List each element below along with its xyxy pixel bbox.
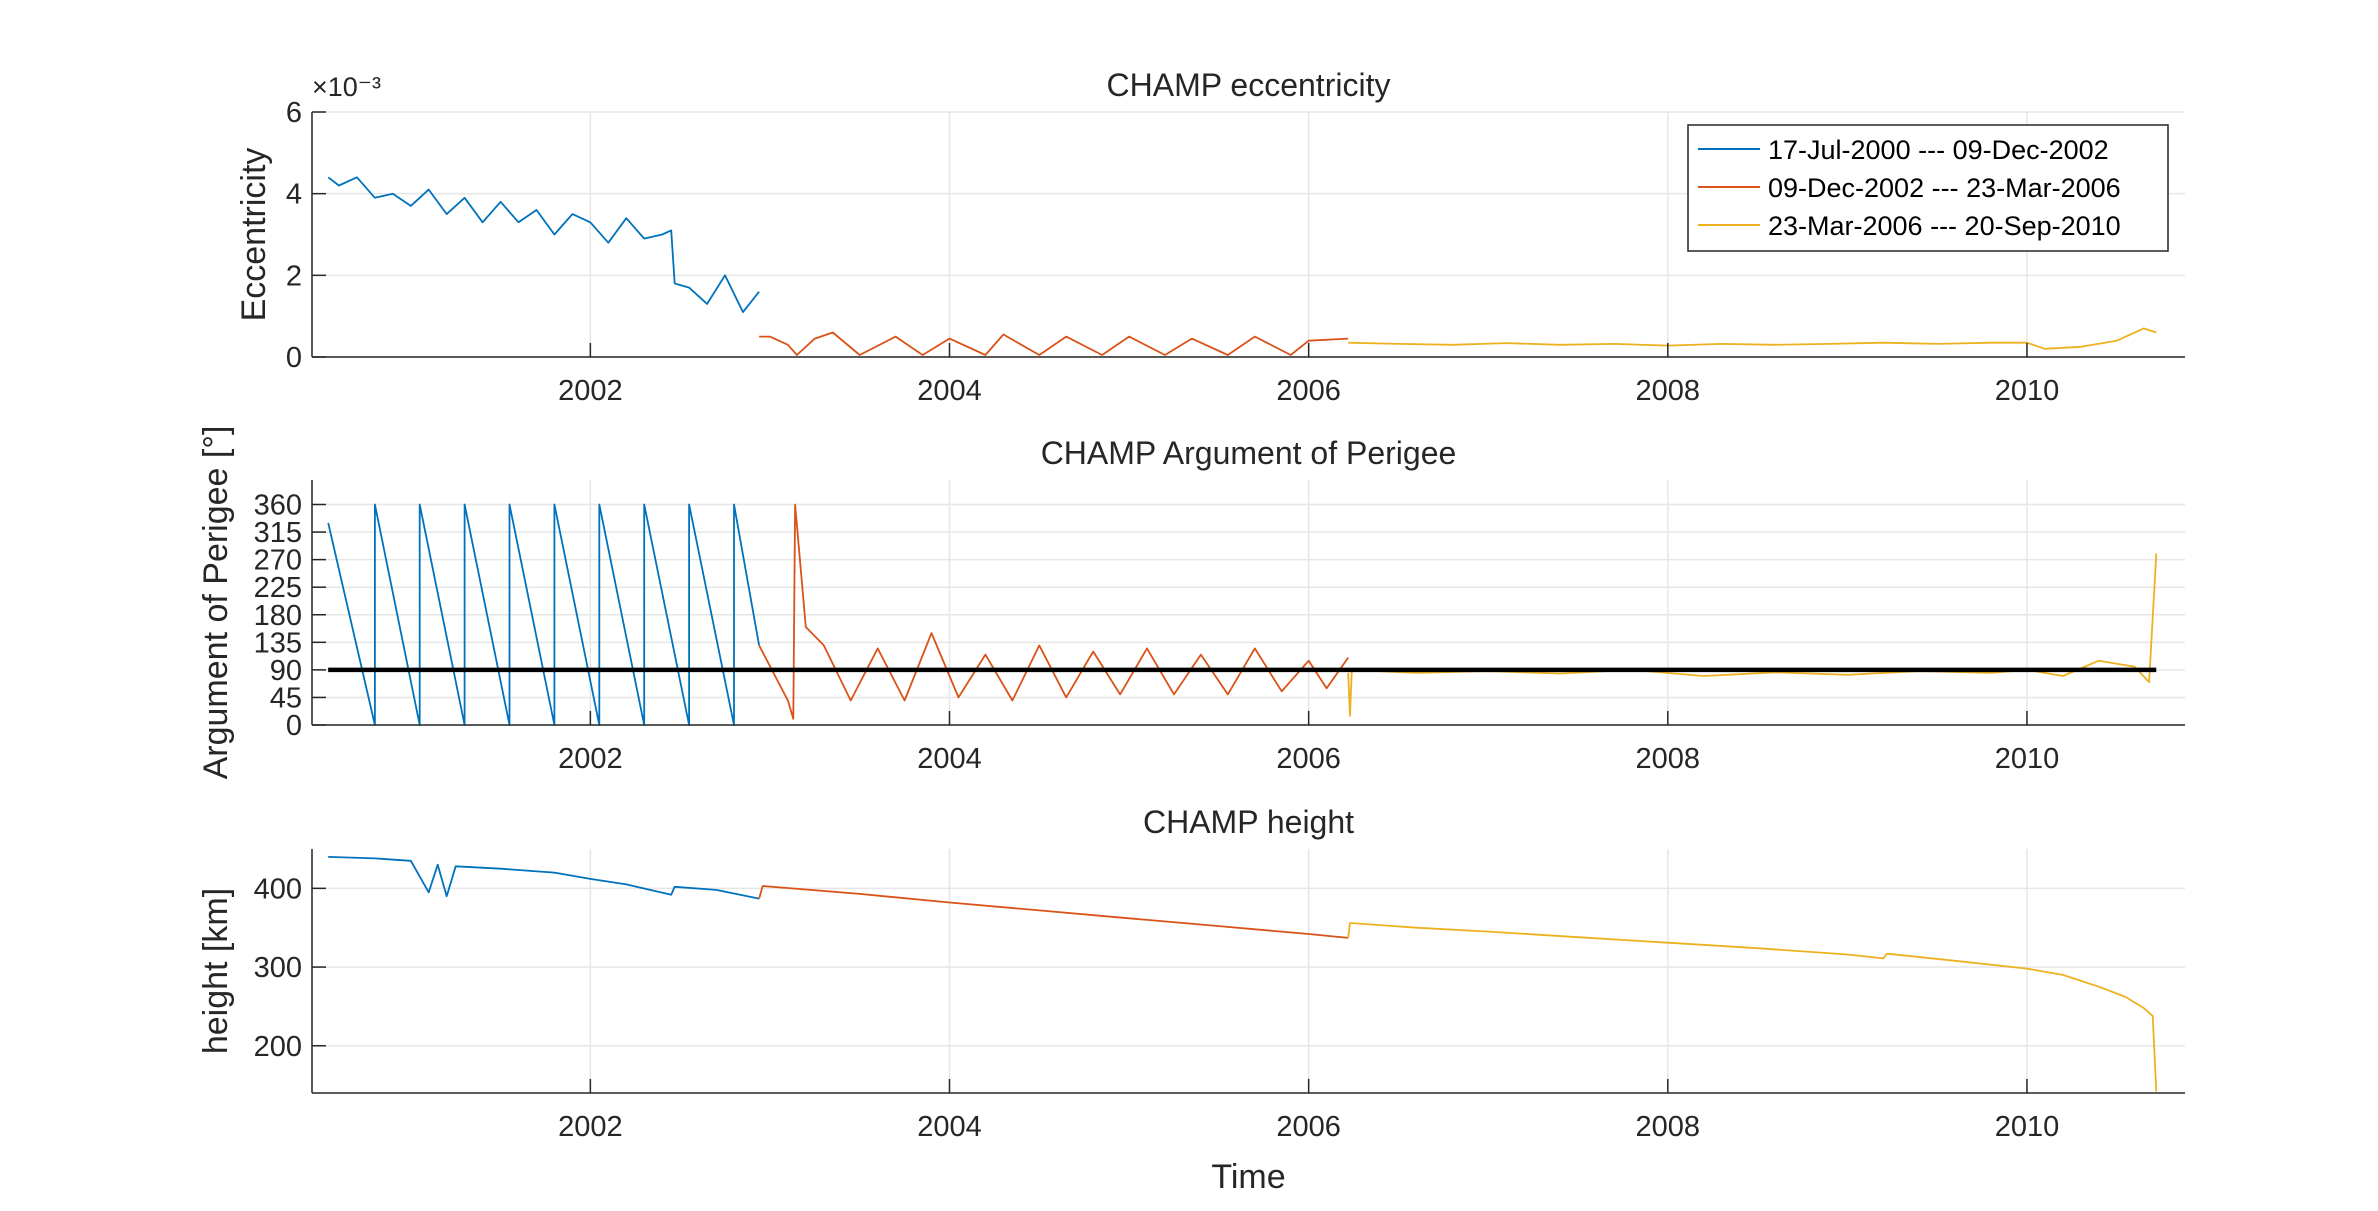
legend: 17-Jul-2000 --- 09-Dec-2002 09-Dec-2002 -… — [1687, 124, 2169, 252]
x-tick-label: 2008 — [1636, 375, 1701, 407]
series-line-3 — [1348, 327, 2157, 350]
plot-area — [312, 480, 2185, 725]
plot-area — [312, 849, 2185, 1093]
y-tick-label: 180 — [254, 600, 302, 632]
y-tick-label: 300 — [254, 952, 302, 984]
legend-label-3: 23-Mar-2006 --- 20-Sep-2010 — [1768, 211, 2121, 241]
y-tick-label: 315 — [254, 517, 302, 549]
x-tick-label: 2002 — [558, 375, 623, 407]
y-tick-label: 90 — [270, 655, 302, 687]
y-axis-label: Argument of Perigee [°] — [197, 426, 235, 780]
x-tick-label: 2006 — [1276, 375, 1341, 407]
x-tick-label: 2002 — [558, 1111, 623, 1143]
series-line-2 — [759, 331, 1349, 356]
y-tick-label: 400 — [254, 873, 302, 905]
y-tick-label: 4 — [286, 179, 302, 211]
series-line-1 — [327, 503, 760, 726]
legend-box — [1687, 124, 2169, 252]
x-tick-label: 2010 — [1995, 1111, 2060, 1143]
y-exponent-label: ×10⁻³ — [312, 72, 381, 102]
y-tick-label: 135 — [254, 627, 302, 659]
series-line-1 — [327, 176, 760, 314]
x-tick-label: 2004 — [917, 743, 982, 775]
legend-label-2: 09-Dec-2002 --- 23-Mar-2006 — [1768, 173, 2121, 203]
chart-title: CHAMP height — [1143, 804, 1354, 840]
series-line-2 — [758, 885, 1349, 939]
y-tick-label: 200 — [254, 1031, 302, 1063]
x-tick-label: 2010 — [1995, 743, 2060, 775]
y-tick-label: 0 — [286, 342, 302, 374]
x-tick-label: 2006 — [1276, 743, 1341, 775]
x-axis-label: Time — [1211, 1158, 1285, 1196]
x-tick-label: 2004 — [917, 1111, 982, 1143]
x-tick-label: 2008 — [1636, 1111, 1701, 1143]
x-tick-label: 2006 — [1276, 1111, 1341, 1143]
x-tick-label: 2004 — [917, 375, 982, 407]
x-tick-label: 2010 — [1995, 375, 2060, 407]
y-axis-label: Eccentricity — [235, 148, 273, 322]
y-tick-label: 270 — [254, 545, 302, 577]
y-tick-label: 225 — [254, 572, 302, 604]
x-tick-label: 2002 — [558, 743, 623, 775]
y-tick-label: 45 — [270, 682, 302, 714]
y-tick-label: 0 — [286, 710, 302, 742]
y-axis-label: height [km] — [197, 888, 235, 1054]
series-line-3 — [1347, 922, 2158, 1092]
panel-3: 2002 2004 2006 2008 2010 200 300 400 CHAMP heigh… — [197, 804, 2185, 1143]
x-tick-label: 2008 — [1636, 743, 1701, 775]
series-line-1 — [328, 856, 760, 900]
y-tick-label: 2 — [286, 260, 302, 292]
series-line-2 — [758, 503, 1349, 720]
y-tick-label: 360 — [254, 490, 302, 522]
series-line-3 — [1347, 553, 2158, 717]
chart-title: CHAMP Argument of Perigee — [1041, 435, 1457, 471]
y-tick-label: 6 — [286, 97, 302, 129]
panel-2: 2002 2004 2006 2008 2010 04590135180225270315… — [197, 426, 2185, 780]
legend-label-1: 17-Jul-2000 --- 09-Dec-2002 — [1768, 135, 2109, 165]
chart-title: CHAMP eccentricity — [1107, 67, 1391, 103]
